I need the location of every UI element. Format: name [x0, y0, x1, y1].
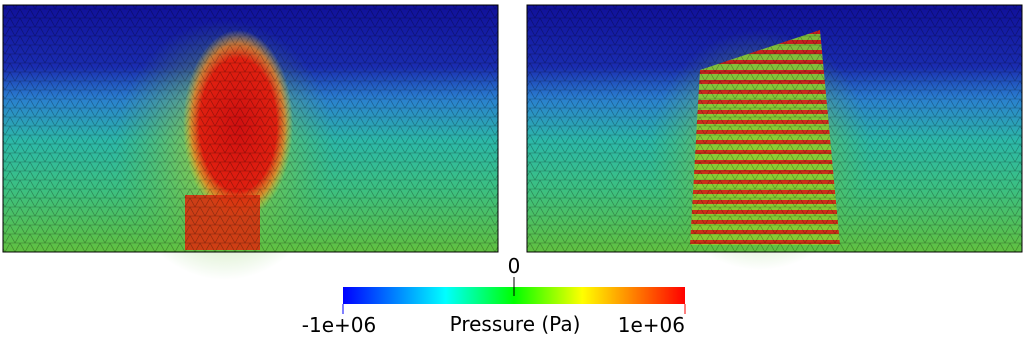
left-panel: [2, 4, 499, 280]
tick-label: -1e+06: [302, 313, 376, 337]
colorbar-title: Pressure (Pa): [450, 312, 581, 336]
right-panel: [526, 4, 1023, 270]
tick-label: 1e+06: [618, 313, 685, 337]
tick-label: 0: [508, 254, 521, 278]
